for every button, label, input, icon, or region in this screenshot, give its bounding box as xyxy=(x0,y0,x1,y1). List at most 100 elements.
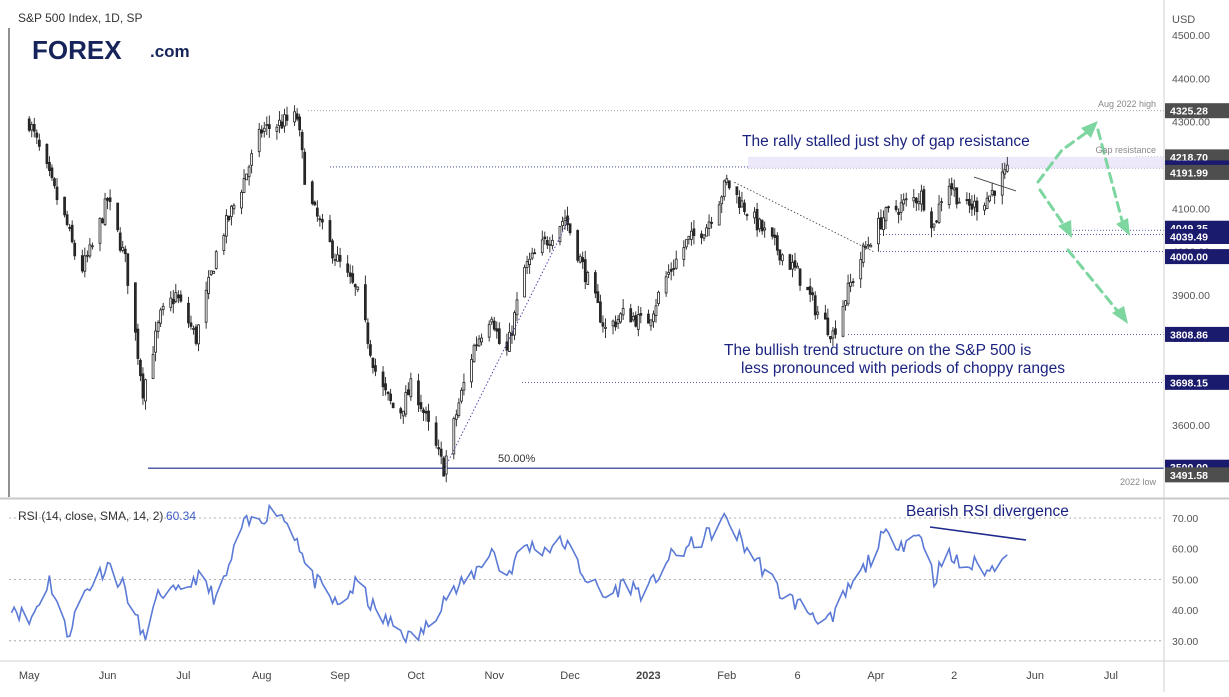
candle-down xyxy=(826,317,830,336)
candle-down xyxy=(116,202,120,231)
candle-up xyxy=(667,271,670,275)
candle-up xyxy=(763,227,767,231)
candle-down xyxy=(126,253,130,286)
candle-down xyxy=(422,409,425,413)
candle-down xyxy=(669,268,673,272)
candle-down xyxy=(106,197,109,201)
candle-up xyxy=(1005,164,1009,172)
candle-down xyxy=(300,131,304,151)
candle-up xyxy=(257,128,261,153)
candle-up xyxy=(816,311,820,315)
candle-up xyxy=(877,217,880,245)
candle-up xyxy=(278,119,281,127)
candle-down xyxy=(965,199,969,201)
candle-up xyxy=(717,204,721,226)
candle-up xyxy=(530,252,534,259)
price-label-box xyxy=(1165,228,1229,244)
candle-up xyxy=(230,205,233,218)
candle-up xyxy=(515,299,519,316)
candle-down xyxy=(743,202,746,213)
candle-down xyxy=(363,284,367,321)
candle-up xyxy=(222,235,226,251)
candle-down xyxy=(773,234,777,238)
candle-down xyxy=(692,228,696,237)
candle-down xyxy=(118,232,122,251)
candle-down xyxy=(417,380,420,406)
candle-down xyxy=(371,357,375,369)
candle-down xyxy=(601,322,605,327)
candle-up xyxy=(917,201,921,205)
candle-down xyxy=(381,371,385,388)
candle-down xyxy=(614,321,617,328)
candle-down xyxy=(813,295,817,316)
candle-down xyxy=(922,189,926,211)
price-label-box xyxy=(1165,326,1229,342)
fib-label: 50.00% xyxy=(498,453,536,465)
logo-text: FOREX xyxy=(32,35,122,65)
time-tick-label: Aug xyxy=(252,670,272,682)
short-trendline xyxy=(973,176,1017,192)
candle-up xyxy=(649,319,653,327)
candle-down xyxy=(260,129,264,134)
candle-down xyxy=(593,272,597,294)
candle-up xyxy=(262,127,266,132)
candle-up xyxy=(846,282,850,305)
rsi-layer xyxy=(9,503,1164,645)
candle-up xyxy=(265,124,269,127)
rsi-value: 60.34 xyxy=(166,509,196,523)
annotation-gap-stall: The rally stalled just shy of gap resist… xyxy=(742,133,1030,150)
candle-up xyxy=(460,389,463,402)
candle-up xyxy=(882,217,885,231)
candle-down xyxy=(710,221,713,224)
candle-down xyxy=(533,252,537,255)
candle-down xyxy=(829,336,832,340)
candle-down xyxy=(894,205,898,211)
price-label-text: 4325.28 xyxy=(1170,106,1208,118)
candle-down xyxy=(437,447,441,450)
candles-layer xyxy=(27,105,1009,483)
price-label-text: 3808.86 xyxy=(1170,329,1208,341)
candle-up xyxy=(283,114,286,127)
candle-down xyxy=(419,402,423,410)
candle-down xyxy=(187,302,190,324)
candle-up xyxy=(940,201,943,204)
candle-up xyxy=(616,318,620,325)
rsi-label: RSI (14, close, SMA, 14, 2) xyxy=(18,509,163,523)
time-tick-label: 2023 xyxy=(636,670,660,682)
candle-up xyxy=(91,245,94,248)
candle-up xyxy=(444,455,448,475)
time-tick-label: 2 xyxy=(951,670,957,682)
candle-down xyxy=(576,230,580,261)
candle-down xyxy=(267,124,271,129)
candle-up xyxy=(204,289,208,323)
candle-down xyxy=(73,242,77,257)
projection-arrowhead xyxy=(1112,306,1128,324)
candle-down xyxy=(639,313,643,316)
candle-up xyxy=(232,204,236,210)
candle-down xyxy=(35,132,39,138)
candle-down xyxy=(136,328,140,359)
candle-down xyxy=(975,200,979,213)
candle-up xyxy=(242,178,246,193)
candle-down xyxy=(439,448,443,457)
candle-down xyxy=(48,161,51,172)
candle-up xyxy=(207,276,211,294)
candle-up xyxy=(753,211,756,219)
candle-up xyxy=(636,314,640,330)
candle-up xyxy=(849,281,852,287)
candle-down xyxy=(581,257,585,263)
candle-down xyxy=(227,215,231,221)
candle-down xyxy=(50,167,54,179)
time-tick-label: Jun xyxy=(1026,670,1044,682)
price-label-text: 3698.15 xyxy=(1170,377,1208,389)
candle-up xyxy=(722,180,726,198)
candle-down xyxy=(139,359,142,377)
candle-down xyxy=(497,328,501,344)
candle-down xyxy=(427,410,430,422)
candle-up xyxy=(470,359,473,383)
candle-down xyxy=(321,219,324,223)
candle-up xyxy=(275,126,279,132)
candle-down xyxy=(442,457,446,477)
candle-up xyxy=(781,254,784,262)
candle-up xyxy=(1003,169,1007,175)
